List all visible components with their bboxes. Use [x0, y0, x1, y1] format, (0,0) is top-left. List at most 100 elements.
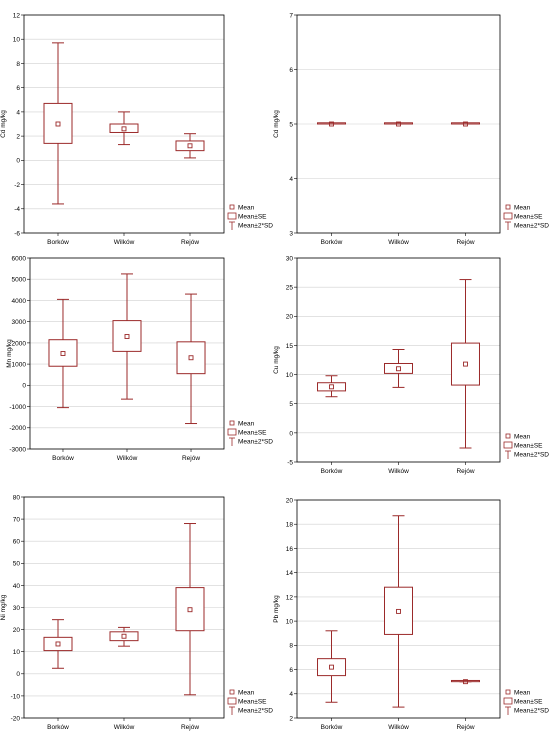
mean-marker: [396, 366, 401, 372]
x-tick-label: Rejów: [182, 455, 200, 462]
legend-mean-swatch: [505, 433, 511, 439]
chart-panel-4: -5 0 5 10 15 20 25 30 Cu mg/kg Borków Wilków Rejów M…: [273, 255, 549, 475]
chart-panel-5: -20 -10 0 10 20 30 40 50 60 70 80 Ni mg/kg Borków Wil…: [0, 494, 273, 731]
legend-mean-swatch: [229, 420, 235, 426]
y-tick-label: -2: [14, 182, 20, 189]
y-tick-label: 5: [289, 401, 293, 408]
y-tick-label: 6: [289, 67, 293, 74]
y-tick-label: 4: [16, 109, 20, 116]
y-tick-label: 5: [289, 121, 293, 128]
y-tick-label: 20: [13, 627, 21, 634]
y-tick-label: 10: [13, 37, 21, 44]
chart-panel-6: 2 4 6 8 10 12 14 16 18 20 Pb mg/kg Borków Wilków Rejó…: [273, 497, 549, 731]
x-tick-label: Rejów: [456, 468, 474, 475]
y-tick-label: 30: [13, 605, 21, 612]
x-tick-label: Borków: [52, 455, 74, 462]
y-tick-label: 15: [286, 343, 294, 350]
y-tick-label: 10: [286, 372, 294, 379]
x-tick-label: Borków: [321, 468, 343, 475]
y-tick-label: -6: [14, 230, 20, 237]
y-axis-label: Cd mg/kg: [0, 110, 7, 138]
y-tick-label: 2: [289, 715, 293, 722]
y-tick-label: 50: [13, 561, 21, 568]
chart-panel-1: -6 -4 -2 0 2 4 6 8 10 12 Cd mg/kg Borków Wilków Rejów…: [0, 12, 273, 246]
se-box: [317, 658, 347, 677]
legend-se-label: Mean±SE: [238, 429, 267, 436]
legend-mean-swatch: [229, 204, 235, 210]
mean-marker: [188, 355, 194, 361]
legend: Mean Mean±SE Mean±2*SD: [227, 204, 273, 230]
y-tick-label: -5: [287, 459, 293, 466]
mean-marker: [396, 121, 401, 127]
se-box: [384, 586, 413, 635]
x-tick-label: Rejów: [456, 239, 474, 246]
legend-sd-label: Mean±2*SD: [514, 222, 549, 229]
legend-se-swatch: [503, 697, 513, 705]
se-box: [450, 342, 480, 386]
y-tick-label: 3000: [12, 319, 27, 326]
x-tick-label: Wilków: [117, 455, 138, 462]
y-tick-label: 6000: [12, 255, 27, 262]
y-tick-label: -20: [11, 715, 21, 722]
y-tick-label: 0: [22, 383, 26, 390]
legend: Mean Mean±SE Mean±2*SD: [503, 689, 549, 715]
se-box: [384, 362, 413, 374]
y-tick-label: 4: [289, 691, 293, 698]
x-tick-label: Wilków: [388, 239, 409, 246]
y-tick-label: -2000: [9, 425, 26, 432]
y-tick-label: -4: [14, 206, 20, 213]
legend: Mean Mean±SE Mean±2*SD: [227, 689, 273, 715]
y-tick-label: 2: [16, 134, 20, 141]
mean-marker: [463, 121, 468, 127]
legend-mean-label: Mean: [514, 204, 531, 211]
se-box: [175, 140, 205, 152]
legend: Mean Mean±SE Mean±2*SD: [503, 433, 549, 459]
se-box: [109, 123, 139, 133]
legend-se-label: Mean±SE: [238, 213, 267, 220]
se-box: [450, 679, 480, 683]
y-tick-label: 1000: [12, 362, 27, 369]
y-tick-label: 8: [16, 61, 20, 68]
y-tick-label: 30: [286, 255, 294, 262]
y-tick-label: 18: [286, 522, 294, 529]
y-tick-label: 2000: [12, 340, 27, 347]
chart-panel-2: 3 4 5 6 7 Cd mg/kg Borków Wilków Rejów Mean Mean±S…: [273, 12, 549, 246]
legend-sd-label: Mean±2*SD: [238, 707, 273, 714]
se-box: [317, 382, 347, 392]
legend-mean-label: Mean: [238, 420, 255, 427]
se-box: [317, 122, 347, 125]
se-box: [112, 320, 142, 352]
y-axis-label: Cd mg/kg: [273, 110, 280, 138]
y-tick-label: 70: [13, 517, 21, 524]
legend-mean-swatch: [229, 689, 235, 695]
legend-sd-label: Mean±2*SD: [238, 222, 273, 229]
mean-marker: [121, 633, 127, 639]
legend-sd-label: Mean±2*SD: [238, 438, 273, 445]
y-tick-label: 25: [286, 285, 294, 292]
y-tick-label: 14: [286, 570, 294, 577]
y-tick-label: 3: [289, 230, 293, 237]
y-axis-label: Mn mg/kg: [6, 339, 13, 368]
legend-se-swatch: [227, 697, 237, 705]
se-box: [43, 636, 73, 652]
mean-marker: [396, 608, 401, 614]
legend-se-label: Mean±SE: [514, 213, 543, 220]
mean-marker: [124, 334, 130, 339]
legend-se-swatch: [503, 441, 513, 449]
y-tick-label: 6: [289, 667, 293, 674]
legend-se-label: Mean±SE: [514, 442, 543, 449]
x-tick-label: Borków: [47, 239, 69, 246]
legend-se-swatch: [227, 212, 237, 220]
legend-se-label: Mean±SE: [514, 698, 543, 705]
legend-mean-label: Mean: [238, 204, 255, 211]
x-tick-label: Borków: [321, 724, 343, 731]
y-tick-label: -3000: [9, 446, 26, 453]
y-tick-label: 12: [13, 12, 21, 19]
y-tick-label: 4: [289, 176, 293, 183]
legend-se-swatch: [227, 428, 237, 436]
y-tick-label: 20: [286, 497, 294, 504]
se-box: [48, 339, 78, 367]
legend-mean-label: Mean: [514, 689, 531, 696]
y-axis-label: Ni mg/kg: [0, 594, 7, 620]
y-tick-label: 10: [286, 619, 294, 626]
